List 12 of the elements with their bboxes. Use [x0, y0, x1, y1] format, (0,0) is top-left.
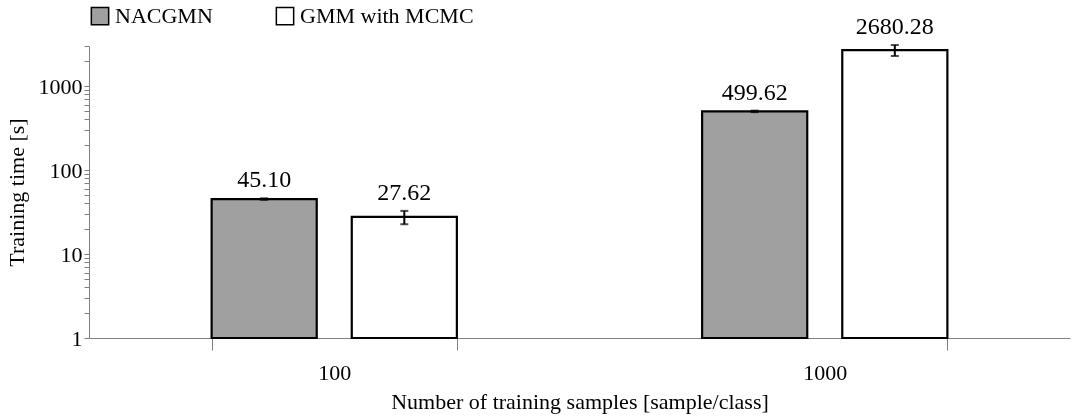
- data-label: 27.62: [377, 178, 432, 205]
- y-tick-label: 1: [71, 325, 83, 351]
- y-tick-label: 10: [60, 241, 83, 267]
- legend-label: GMM with MCMC: [300, 3, 474, 29]
- data-label: 2680.28: [855, 13, 934, 40]
- x-axis-title: Number of training samples [sample/class]: [391, 388, 769, 414]
- data-label: 499.62: [721, 78, 788, 105]
- y-tick-label: 100: [49, 157, 83, 183]
- y-axis-title: Training time [s]: [3, 118, 29, 267]
- data-label: 45.10: [237, 166, 292, 193]
- legend-label: NACGMN: [115, 3, 213, 29]
- y-tick-label: 1000: [38, 73, 83, 99]
